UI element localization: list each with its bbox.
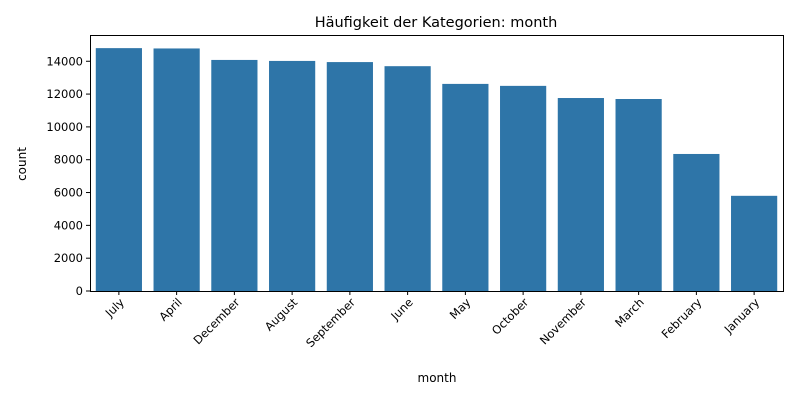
x-tick-label-february: February [659,295,705,341]
bar-july [95,48,142,291]
x-tick-label-june: June [387,295,415,323]
bar-february [673,153,720,291]
bar-june [384,66,431,292]
bar-may [442,83,489,292]
x-tick-label-january: January [721,295,763,337]
chart-title: Häufigkeit der Kategorien: month [315,15,558,31]
y-tick-label: 8000 [54,153,83,167]
y-tick-label: 14000 [46,54,83,68]
bar-september [326,62,373,291]
x-tick-label-december: December [190,295,242,347]
x-tick-label-march: March [612,295,647,330]
y-tick-label: 12000 [46,87,83,101]
x-tick-label-october: October [489,295,532,338]
bar-april [153,48,200,292]
y-tick-label: 4000 [54,218,83,232]
bar-march [615,99,662,291]
plot-frame [90,35,784,292]
y-tick-label: 0 [76,284,83,298]
bar-november [557,98,604,292]
y-tick-label: 10000 [46,120,83,134]
bar-august [269,60,316,292]
x-axis: July April December August September June May O… [102,291,763,350]
bar-january [731,195,778,291]
y-tick-label: 2000 [54,251,83,265]
bar-december [211,59,258,291]
y-axis-label: count [15,147,29,181]
x-tick-label-may: May [447,295,474,322]
bar-october [500,85,547,292]
y-axis: 0 2000 4000 6000 8000 10000 12000 14000 [46,54,90,298]
x-tick-label-november: November [537,295,589,347]
x-tick-label-september: September [303,295,358,350]
y-tick-label: 6000 [54,186,83,200]
x-tick-label-july: July [102,295,127,320]
x-axis-label: month [418,371,457,385]
bars-group [95,48,778,292]
x-tick-label-april: April [156,295,184,323]
x-tick-label-august: August [262,295,301,334]
